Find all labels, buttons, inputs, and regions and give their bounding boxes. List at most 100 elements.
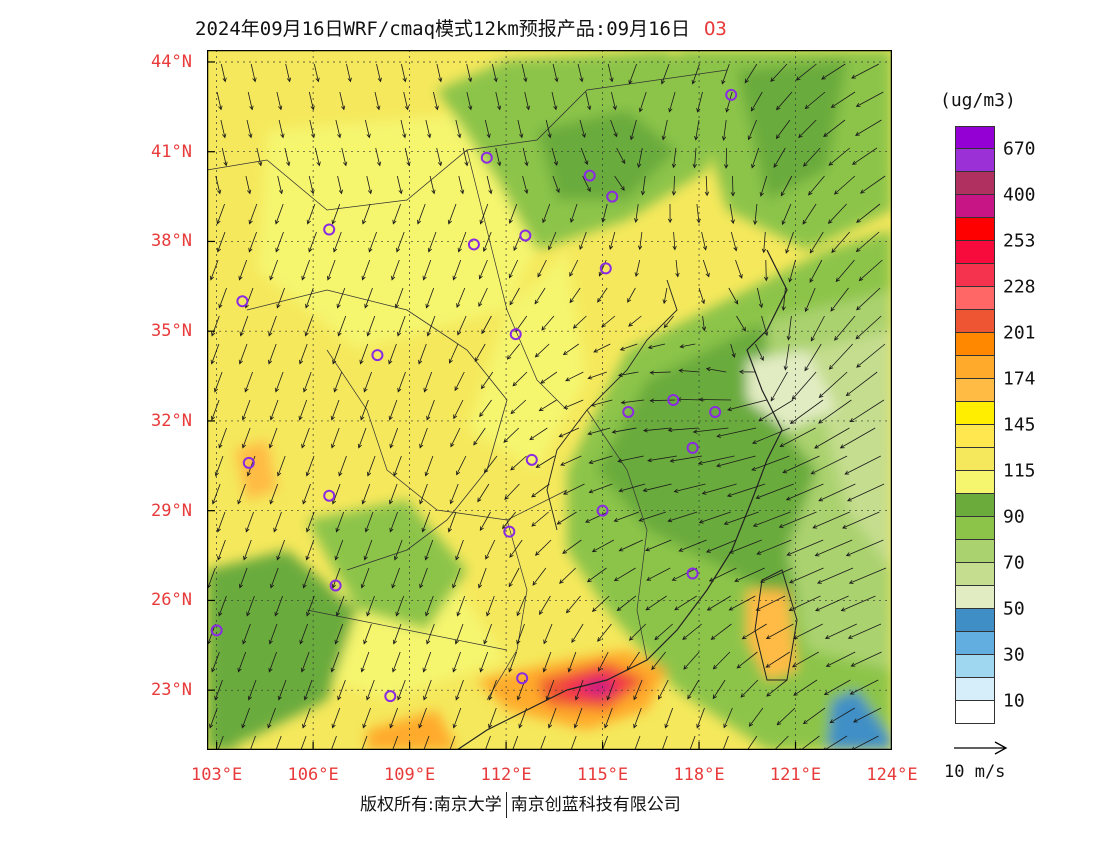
wind-arrow bbox=[694, 119, 700, 141]
wind-arrow bbox=[542, 651, 552, 673]
wind-arrow bbox=[301, 427, 310, 449]
wind-arrow bbox=[395, 595, 405, 617]
wind-arrow bbox=[270, 567, 279, 589]
wind-arrow bbox=[571, 623, 584, 644]
wind-arrow bbox=[642, 483, 672, 493]
wind-arrow bbox=[243, 539, 252, 561]
wind-arrow bbox=[306, 203, 316, 225]
wind-arrow bbox=[548, 707, 557, 729]
wind-arrow bbox=[538, 399, 557, 412]
wind-arrow bbox=[816, 567, 854, 584]
city-marker bbox=[329, 579, 342, 592]
wind-arrow bbox=[736, 651, 758, 669]
wind-arrow bbox=[299, 343, 308, 365]
wind-arrow bbox=[751, 147, 760, 169]
wind-arrow bbox=[426, 315, 436, 337]
wind-arrow bbox=[721, 119, 727, 141]
colorbar-swatch bbox=[955, 333, 995, 356]
wind-arrow bbox=[618, 539, 643, 552]
wind-arrow bbox=[397, 371, 406, 393]
city-marker bbox=[236, 295, 249, 308]
wind-arrow bbox=[303, 679, 313, 701]
wind-arrow bbox=[341, 147, 348, 167]
wind-arrow bbox=[542, 203, 551, 224]
wind-arrow bbox=[479, 511, 491, 532]
wind-arrow bbox=[833, 175, 856, 195]
wind-arrow bbox=[614, 175, 625, 191]
wind-arrow bbox=[241, 707, 250, 729]
wind-arrow bbox=[601, 315, 616, 328]
colorbar-swatch bbox=[955, 149, 995, 172]
wind-arrow bbox=[449, 483, 459, 505]
wind-arrow bbox=[562, 539, 582, 554]
wind-arrow bbox=[574, 679, 584, 701]
wind-arrow bbox=[710, 623, 732, 640]
wind-arrow bbox=[673, 483, 706, 493]
wind-arrow bbox=[752, 511, 791, 527]
wind-arrow bbox=[674, 595, 697, 611]
wind-arrow bbox=[389, 511, 398, 533]
wind-arrow bbox=[669, 455, 702, 463]
colorbar-swatch bbox=[955, 195, 995, 218]
city-marker bbox=[323, 489, 336, 502]
colorbar-swatch bbox=[955, 310, 995, 333]
wind-arrow bbox=[727, 399, 767, 412]
wind-arrow bbox=[268, 623, 278, 645]
axis-ticks bbox=[207, 61, 892, 750]
wind-arrow bbox=[795, 63, 817, 81]
wind-arrow bbox=[539, 595, 551, 616]
wind-arrow bbox=[573, 707, 583, 729]
wind-arrow bbox=[426, 623, 435, 645]
wind-arrow bbox=[643, 427, 671, 433]
wind-arrow bbox=[585, 511, 608, 523]
wind-arrow bbox=[856, 343, 886, 368]
wind-arrow bbox=[425, 287, 435, 309]
wind-arrow bbox=[331, 203, 341, 225]
wind-arrow bbox=[453, 399, 464, 420]
wind-arrow bbox=[333, 231, 342, 253]
wind-arrow bbox=[788, 259, 796, 283]
wind-arrow bbox=[277, 175, 284, 195]
wind-arrow bbox=[209, 259, 219, 281]
wind-arrow bbox=[333, 371, 343, 393]
wind-arrow bbox=[802, 147, 821, 167]
wind-arrow bbox=[508, 567, 520, 588]
wind-arrow bbox=[810, 455, 848, 475]
wind-arrow bbox=[825, 651, 856, 667]
wind-arrow bbox=[455, 539, 464, 561]
wind-arrow bbox=[274, 595, 283, 617]
wind-arrow bbox=[663, 315, 674, 329]
city-markers bbox=[210, 88, 738, 703]
wind-arrow bbox=[645, 595, 667, 611]
wind-arrow bbox=[509, 287, 520, 306]
wind-arrow bbox=[210, 399, 220, 421]
wind-arrow bbox=[660, 63, 670, 85]
wind-arrow bbox=[277, 679, 287, 701]
wind-arrow bbox=[364, 287, 373, 309]
wind-arrow bbox=[337, 679, 346, 701]
wind-arrow bbox=[551, 147, 558, 166]
wind-arrow bbox=[394, 539, 403, 561]
wind-arrow bbox=[628, 623, 647, 641]
wind-arrow bbox=[723, 511, 759, 525]
wind-arrow bbox=[658, 679, 669, 700]
wind-arrow bbox=[210, 343, 220, 365]
wind-arrow bbox=[284, 147, 291, 167]
wind-arrow bbox=[457, 231, 467, 253]
wind-arrow bbox=[392, 203, 401, 225]
wind-arrow bbox=[662, 287, 668, 305]
wind-arrow bbox=[214, 455, 224, 477]
wind-arrow bbox=[809, 259, 823, 283]
wind-arrow bbox=[617, 455, 644, 463]
wind-arrow bbox=[303, 371, 312, 393]
wind-arrow bbox=[640, 175, 646, 196]
wind-arrow bbox=[277, 455, 286, 477]
wind-arrow bbox=[449, 735, 456, 750]
wind-arrow bbox=[216, 231, 226, 253]
wind-arrow bbox=[276, 287, 285, 309]
wind-arrow bbox=[455, 119, 462, 139]
wind-arrow bbox=[485, 539, 496, 560]
wind-arrow bbox=[285, 63, 292, 83]
wind-arrow bbox=[242, 623, 251, 645]
wind-arrow bbox=[488, 679, 497, 701]
